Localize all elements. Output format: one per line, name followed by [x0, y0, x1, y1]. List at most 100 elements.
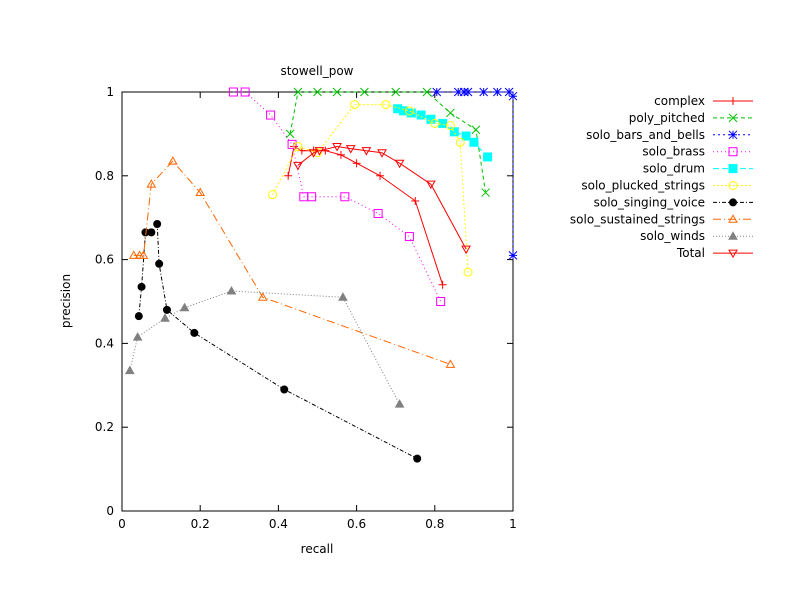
legend-label: complex [654, 94, 705, 108]
point-marker [469, 137, 479, 147]
legend-label: Total [676, 246, 705, 260]
point-marker [307, 192, 317, 202]
point-marker [729, 198, 737, 207]
point-marker [195, 187, 206, 197]
series-solo_brass [228, 87, 446, 306]
point-marker [293, 161, 303, 171]
series-solo_singing_voice [134, 219, 422, 463]
point-marker [293, 141, 303, 151]
point-marker [426, 180, 436, 190]
point-marker [314, 147, 325, 156]
y-tick-label: 0.2 [95, 420, 114, 434]
point-marker [308, 149, 319, 158]
legend-label: solo_singing_voice [594, 195, 705, 209]
series-line [436, 91, 514, 256]
point-marker [406, 108, 416, 118]
point-marker [481, 188, 490, 197]
point-marker [729, 97, 737, 105]
point-marker [394, 159, 405, 169]
point-marker [413, 454, 422, 463]
series-layer [124, 87, 518, 463]
point-marker [332, 87, 342, 97]
series-line [272, 104, 469, 273]
point-marker [422, 87, 432, 97]
point-marker [449, 127, 459, 137]
x-tick-label: 1 [509, 517, 517, 531]
point-marker [179, 302, 190, 312]
point-marker [167, 156, 178, 165]
point-marker [728, 214, 738, 223]
series-solo_sustained_strings [128, 156, 456, 368]
point-marker [361, 147, 372, 156]
point-marker [446, 108, 455, 118]
point-marker [155, 259, 164, 268]
point-marker [463, 267, 473, 277]
point-marker [483, 152, 493, 162]
point-marker [137, 282, 146, 291]
point-marker [728, 181, 738, 190]
point-marker [345, 145, 356, 154]
point-marker [436, 297, 446, 306]
legend-label: solo_brass [642, 145, 705, 159]
point-marker [455, 137, 465, 147]
y-tick-label: 0 [106, 504, 114, 518]
point-marker [153, 219, 162, 228]
axis-ticks: 0 0.2 0.4 0.6 0.8 1 0 0.2 0.4 0.6 0.8 1 [95, 85, 517, 531]
point-marker [332, 142, 342, 152]
point-marker [381, 100, 391, 110]
point-marker [147, 228, 156, 237]
point-marker [728, 130, 738, 140]
series-line [289, 91, 487, 193]
point-marker [508, 91, 518, 101]
point-marker [226, 286, 237, 295]
point-marker [438, 118, 448, 128]
series-poly_pitched [285, 87, 490, 197]
plot-frame [121, 91, 514, 512]
point-marker [445, 121, 455, 131]
point-marker [190, 328, 199, 337]
y-tick-label: 0.4 [95, 336, 114, 350]
y-tick-label: 0.8 [95, 169, 114, 183]
point-marker [336, 150, 345, 159]
series-line [133, 160, 451, 365]
point-marker [404, 232, 414, 242]
point-marker [445, 359, 456, 368]
point-marker [132, 332, 143, 341]
legend-label: poly_pitched [629, 111, 705, 125]
point-marker [360, 87, 369, 97]
point-marker [124, 365, 135, 375]
point-marker [508, 251, 518, 260]
point-marker [453, 87, 463, 97]
point-marker [377, 149, 387, 158]
series-line [297, 145, 467, 250]
point-marker [461, 131, 471, 141]
point-marker [432, 87, 442, 97]
point-marker [728, 113, 738, 123]
point-marker [257, 292, 268, 301]
point-marker [463, 87, 473, 97]
chart-title: stowell_pow [281, 64, 354, 78]
series-solo_winds [124, 286, 405, 408]
point-marker [373, 209, 383, 219]
point-marker [430, 118, 440, 128]
series-solo_drum [393, 104, 493, 162]
x-tick-label: 0.2 [191, 517, 210, 531]
point-marker [228, 87, 238, 97]
point-marker [293, 87, 303, 97]
point-marker [128, 250, 139, 259]
point-marker [162, 305, 171, 314]
point-marker [134, 312, 143, 321]
point-marker [280, 385, 289, 394]
legend-label: solo_bars_and_bells [586, 128, 705, 142]
point-marker [266, 110, 276, 120]
point-marker [240, 87, 250, 97]
series-solo_plucked_strings [268, 100, 473, 277]
point-marker [479, 87, 489, 97]
point-marker [728, 164, 738, 174]
legend-label: solo_drum [643, 162, 705, 176]
point-marker [287, 139, 297, 149]
point-marker [268, 190, 278, 200]
legend-label: solo_sustained_strings [570, 212, 705, 226]
x-axis-label: recall [301, 542, 334, 556]
point-marker [352, 159, 361, 168]
